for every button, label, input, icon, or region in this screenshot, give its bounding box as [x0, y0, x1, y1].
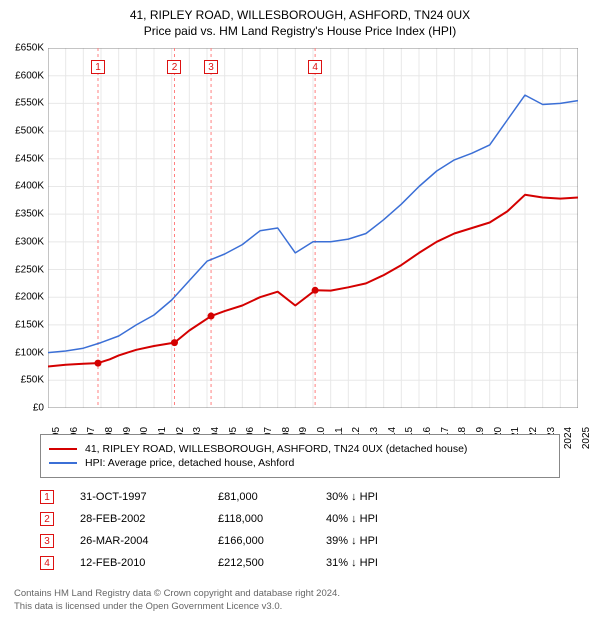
- legend-swatch-hpi: [49, 462, 77, 464]
- chart-titles: 41, RIPLEY ROAD, WILLESBOROUGH, ASHFORD,…: [0, 0, 600, 38]
- y-tick-label: £100K: [15, 347, 44, 358]
- sales-date: 28-FEB-2002: [80, 513, 200, 525]
- sales-delta: 30% ↓ HPI: [326, 491, 416, 503]
- legend-row-property: 41, RIPLEY ROAD, WILLESBOROUGH, ASHFORD,…: [49, 443, 551, 455]
- sales-date: 12-FEB-2010: [80, 557, 200, 569]
- y-tick-label: £200K: [15, 292, 44, 303]
- sales-row: 3 26-MAR-2004 £166,000 39% ↓ HPI: [40, 530, 416, 552]
- sales-price: £81,000: [218, 491, 308, 503]
- y-tick-label: £600K: [15, 70, 44, 81]
- sales-delta: 39% ↓ HPI: [326, 535, 416, 547]
- legend-label-hpi: HPI: Average price, detached house, Ashf…: [85, 457, 294, 469]
- legend-row-hpi: HPI: Average price, detached house, Ashf…: [49, 457, 551, 469]
- y-tick-label: £650K: [15, 43, 44, 54]
- sales-row: 2 28-FEB-2002 £118,000 40% ↓ HPI: [40, 508, 416, 530]
- sale-marker-1: 1: [91, 60, 105, 74]
- sales-delta: 40% ↓ HPI: [326, 513, 416, 525]
- sales-delta: 31% ↓ HPI: [326, 557, 416, 569]
- legend-swatch-property: [49, 448, 77, 450]
- y-tick-label: £500K: [15, 126, 44, 137]
- footer: Contains HM Land Registry data © Crown c…: [14, 588, 340, 614]
- y-tick-label: £0: [33, 403, 44, 414]
- chart-area: £0£50K£100K£150K£200K£250K£300K£350K£400…: [48, 48, 578, 408]
- legend-label-property: 41, RIPLEY ROAD, WILLESBOROUGH, ASHFORD,…: [85, 443, 467, 455]
- y-tick-label: £50K: [21, 375, 44, 386]
- sales-price: £212,500: [218, 557, 308, 569]
- y-tick-label: £250K: [15, 264, 44, 275]
- footer-line2: This data is licensed under the Open Gov…: [14, 601, 340, 614]
- x-tick-label: 2024: [563, 427, 574, 449]
- sales-marker: 2: [40, 512, 54, 526]
- sales-date: 31-OCT-1997: [80, 491, 200, 503]
- y-tick-label: £450K: [15, 153, 44, 164]
- sale-marker-4: 4: [308, 60, 322, 74]
- sales-row: 4 12-FEB-2010 £212,500 31% ↓ HPI: [40, 552, 416, 574]
- sales-marker: 1: [40, 490, 54, 504]
- title-address: 41, RIPLEY ROAD, WILLESBOROUGH, ASHFORD,…: [0, 8, 600, 22]
- y-tick-label: £550K: [15, 98, 44, 109]
- sales-price: £118,000: [218, 513, 308, 525]
- y-tick-label: £300K: [15, 236, 44, 247]
- sales-date: 26-MAR-2004: [80, 535, 200, 547]
- x-tick-label: 2025: [581, 427, 592, 449]
- sales-table: 1 31-OCT-1997 £81,000 30% ↓ HPI 2 28-FEB-2002…: [40, 486, 416, 574]
- page: 41, RIPLEY ROAD, WILLESBOROUGH, ASHFORD,…: [0, 0, 600, 620]
- sales-price: £166,000: [218, 535, 308, 547]
- sales-row: 1 31-OCT-1997 £81,000 30% ↓ HPI: [40, 486, 416, 508]
- footer-line1: Contains HM Land Registry data © Crown c…: [14, 588, 340, 601]
- sale-marker-2: 2: [167, 60, 181, 74]
- title-subtitle: Price paid vs. HM Land Registry's House …: [0, 24, 600, 38]
- sales-marker: 3: [40, 534, 54, 548]
- legend: 41, RIPLEY ROAD, WILLESBOROUGH, ASHFORD,…: [40, 434, 560, 478]
- y-tick-label: £350K: [15, 209, 44, 220]
- y-tick-label: £400K: [15, 181, 44, 192]
- sale-marker-3: 3: [204, 60, 218, 74]
- sales-marker: 4: [40, 556, 54, 570]
- chart-svg: [48, 48, 578, 408]
- y-tick-label: £150K: [15, 319, 44, 330]
